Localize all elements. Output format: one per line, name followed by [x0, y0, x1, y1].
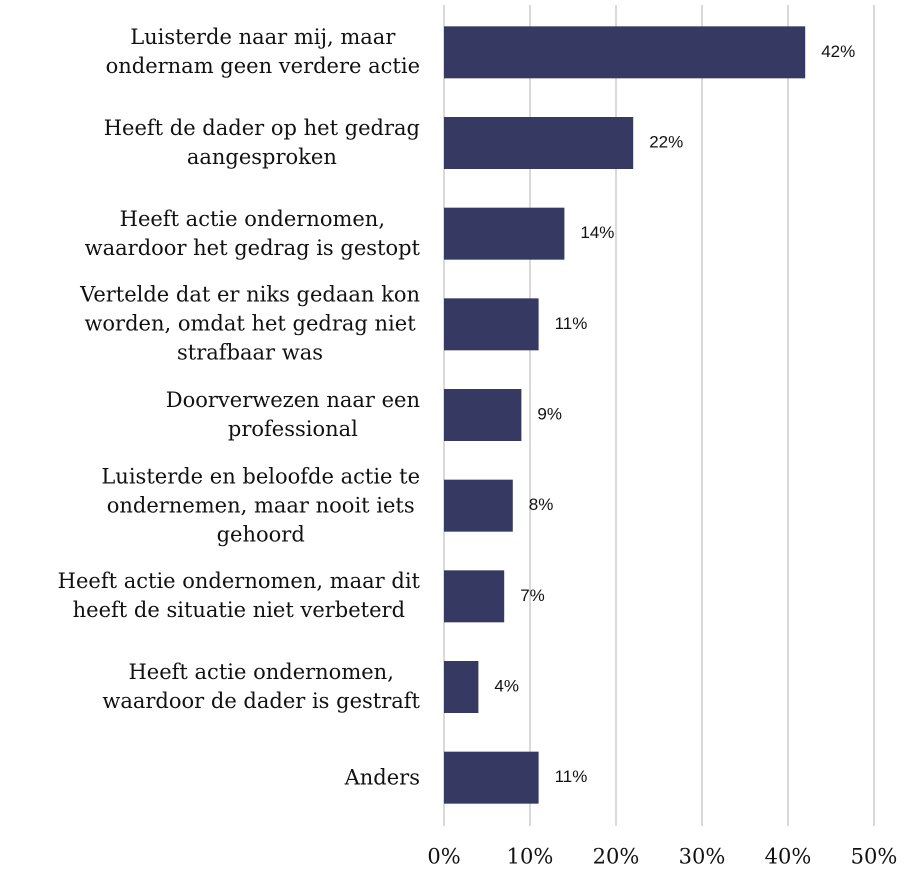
category-label-box: Heeft actie ondernomen, maar dit heeft d…: [0, 567, 420, 625]
y-tick-label: Luisterde en beloofde actie te onderneme…: [101, 464, 420, 547]
value-label: 8%: [529, 495, 554, 514]
y-tick-label: Heeft actie ondernomen, waardoor het ged…: [84, 206, 420, 260]
x-tick-label: 50%: [851, 845, 898, 869]
x-tick-label: 30%: [679, 845, 726, 869]
category-label-box: Heeft de dader op het gedrag aangesproke…: [0, 114, 420, 172]
x-tick-label: 0%: [427, 845, 460, 869]
x-tick-label: 40%: [765, 845, 812, 869]
category-label-box: Heeft actie ondernomen, waardoor het ged…: [0, 205, 420, 263]
value-label: 4%: [494, 676, 519, 695]
y-tick-label: Luisterde naar mij, maar ondernam geen v…: [105, 25, 420, 79]
bar: [444, 207, 565, 260]
bar: [444, 389, 522, 441]
category-label-box: Luisterde naar mij, maar ondernam geen v…: [0, 23, 420, 81]
category-label-box: Vertelde dat er niks gedaan kon worden, …: [0, 281, 420, 368]
value-label: 9%: [537, 404, 562, 423]
y-tick-label: Heeft de dader op het gedrag aangesproke…: [103, 116, 420, 169]
bar: [444, 751, 539, 804]
value-label: 22%: [649, 132, 683, 151]
value-label: 11%: [555, 767, 588, 786]
bar: [444, 26, 806, 79]
value-label: 42%: [821, 42, 855, 61]
value-label: 14%: [580, 223, 614, 242]
y-tick-label: Heeft actie ondernomen, waardoor de dade…: [102, 660, 420, 713]
bar: [444, 661, 479, 713]
y-tick-label: Doorverwezen naar een professional: [165, 388, 420, 441]
y-tick-label: Anders: [344, 765, 420, 790]
value-label: 11%: [555, 314, 588, 333]
value-label: 7%: [520, 586, 545, 605]
category-label-box: Doorverwezen naar een professional: [0, 386, 420, 444]
bar: [444, 117, 634, 169]
category-label-box: Luisterde en beloofde actie te onderneme…: [0, 462, 420, 549]
category-label-box: Anders: [0, 763, 420, 792]
x-tick-label: 20%: [593, 845, 640, 869]
category-label-box: Heeft actie ondernomen, waardoor de dade…: [0, 658, 420, 716]
y-tick-label: Heeft actie ondernomen, maar dit heeft d…: [57, 569, 420, 623]
bar: [444, 298, 539, 351]
bar: [444, 479, 513, 532]
bar: [444, 570, 505, 623]
y-tick-label: Vertelde dat er niks gedaan kon worden, …: [80, 282, 420, 365]
x-tick-label: 10%: [507, 845, 554, 869]
